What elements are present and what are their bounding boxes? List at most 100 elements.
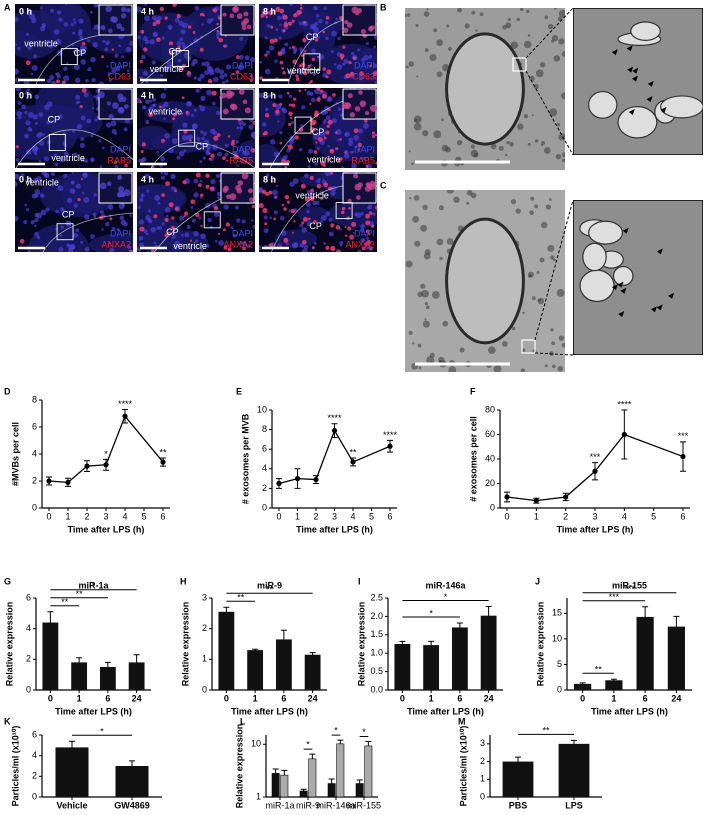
y-axis-label: Relative expression [234,724,244,809]
marker-dot [185,110,189,115]
nucleus [156,226,160,230]
x-tick-label: 24 [671,693,681,703]
time-label: 0 h [19,90,32,100]
nucleus [145,232,149,236]
nucleus [66,62,69,65]
organelle [522,311,525,315]
inset-dot [116,23,123,29]
organelle [511,326,516,331]
x-tick-label: 1 [65,511,70,521]
organelle [424,302,429,306]
organelle [438,205,444,211]
data-point [621,431,627,438]
bar [502,761,534,797]
nucleus [55,209,59,214]
marker-dot [311,246,315,250]
nucleus [34,224,37,228]
marker-dot [252,120,255,125]
y-tick-label: 4 [26,623,31,633]
arrowhead [626,45,633,52]
marker-dot [264,53,268,57]
x-tick-label: 3 [592,511,597,521]
nucleus [320,214,327,221]
inset-dot [226,194,231,200]
nucleus [361,57,366,62]
marker-dot [302,216,308,222]
inset-dot [241,25,247,31]
nucleus [150,226,157,233]
marker-dot [349,234,355,240]
nucleus [362,156,366,160]
nucleus [108,241,111,245]
marker-dot [264,222,268,226]
nucleus [445,217,525,345]
nucleus [218,240,225,246]
bar [394,644,411,690]
marker-dot [329,148,335,154]
nucleus [71,172,75,174]
nucleus [265,50,271,55]
nucleus [207,217,212,223]
marker-dot [288,103,292,107]
bar [574,683,592,690]
zoom-connector [525,7,574,59]
nucleus [142,70,148,76]
bar [275,639,292,690]
nucleus [259,245,262,251]
panel-letter: I [358,576,361,586]
nucleus [339,244,343,247]
nucleus [53,29,60,35]
marker-label: RAB5 [229,155,253,165]
em-image [405,190,565,372]
nucleus [53,153,58,157]
nucleus [63,66,68,72]
organelle [464,23,470,29]
nucleus [72,152,78,159]
nucleus [63,75,70,82]
nucleus [199,130,204,134]
organelle [551,39,555,43]
x-tick-label: 3 [332,511,337,521]
nucleus [76,123,83,130]
nucleus [65,4,68,6]
marker-dot [325,75,329,79]
inset-dot [106,101,111,106]
panel-letter: M [458,716,466,726]
x-tick-label: miR-9 [296,800,320,810]
organelle [442,320,449,327]
marker-dot [365,164,369,168]
organelle [470,149,479,158]
marker-dot [369,247,373,251]
organelle [436,71,443,78]
marker-dot [371,131,376,135]
organelle [405,65,409,69]
marker-dot [338,16,344,21]
x-tick-label: GW4869 [114,800,150,810]
y-axis-label: # exosomes per MVB [240,413,250,504]
nucleus [78,18,84,24]
marker-dot [251,204,255,209]
organelle [544,15,549,20]
nucleus [83,92,89,98]
marker-dot [300,183,306,189]
nucleus [199,73,205,79]
nucleus [106,65,109,68]
region-label: ventricle [149,106,183,116]
arrowhead [668,292,675,299]
region-label: ventricle [307,154,341,164]
nucleus [298,71,303,76]
marker-dot [261,189,267,195]
x-tick-label: 5 [141,511,146,521]
nucleus [238,119,244,126]
nucleus [170,186,176,191]
nucleus [264,68,271,75]
inset-dot [345,102,351,108]
inset-dot [110,16,117,23]
marker-dot [223,245,228,250]
organelle [423,11,430,17]
nucleus [309,91,314,97]
organelle [551,341,556,346]
nucleus [193,192,199,198]
inset-dot [123,104,129,109]
